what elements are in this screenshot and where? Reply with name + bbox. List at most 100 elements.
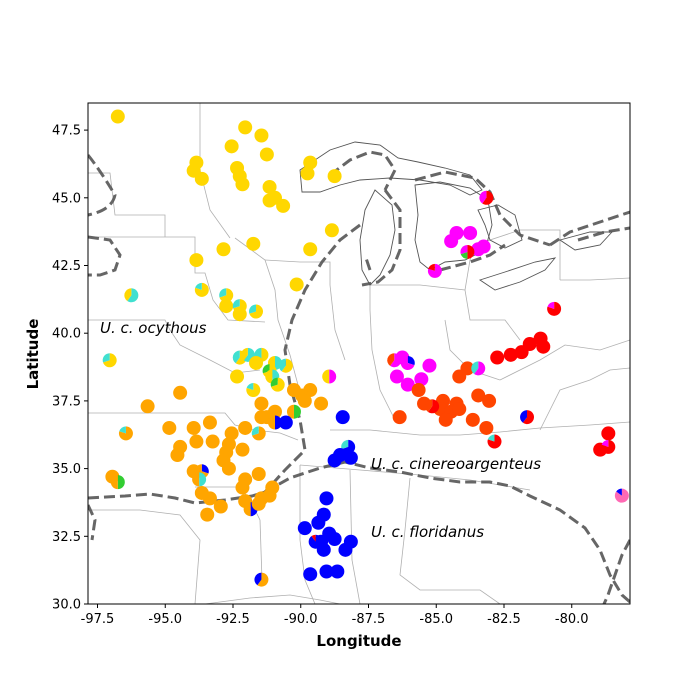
sample-pie — [303, 242, 318, 257]
pie-slice — [444, 234, 459, 249]
pie-slice — [251, 496, 266, 511]
pie-slice — [471, 242, 486, 257]
pie-slice — [303, 242, 318, 257]
pie-slice — [117, 475, 125, 490]
sample-pie — [186, 420, 201, 435]
x-tick-label: -92.5 — [216, 612, 250, 627]
pie-slice — [243, 502, 251, 517]
sample-pie — [601, 439, 616, 454]
label-ocythous: U. c. ocythous — [100, 319, 207, 337]
pie-slice — [389, 369, 404, 384]
sample-pie — [238, 420, 253, 435]
sample-pie — [189, 434, 204, 449]
sample-pie — [520, 410, 535, 425]
pie-slice — [186, 420, 201, 435]
pie-slice — [219, 299, 234, 314]
pie-slice — [479, 420, 494, 435]
sample-pie — [194, 171, 209, 186]
sample-pie — [601, 426, 616, 441]
y-tick-label: 32.5 — [52, 530, 81, 545]
pie-slice — [514, 345, 529, 360]
sample-pie — [343, 450, 358, 465]
sample-pie — [303, 155, 318, 170]
x-tick-label: -95.0 — [148, 612, 182, 627]
pie-slice — [232, 307, 247, 322]
pie-slice — [238, 420, 253, 435]
pie-slice — [200, 507, 215, 522]
pie-slice — [452, 402, 467, 417]
y-axis: 30.0 32.5 35.0 37.5 40.0 42.5 45.0 47.5 … — [24, 124, 88, 613]
sample-pie — [335, 410, 350, 425]
pie-slice — [119, 426, 126, 434]
great-lakes — [299, 141, 614, 291]
pie-slice — [110, 109, 125, 124]
sample-pie — [235, 480, 250, 495]
pie-slice — [267, 415, 275, 430]
pie-slice — [189, 434, 204, 449]
pie-slice — [221, 461, 236, 476]
pie-slice — [240, 347, 248, 361]
pie-slice — [322, 369, 330, 384]
sample-pie — [235, 442, 250, 457]
pie-slice — [102, 353, 110, 363]
sample-pie — [205, 434, 220, 449]
pie-slice — [311, 534, 316, 542]
pie-slice — [490, 350, 505, 365]
sample-pie — [322, 369, 337, 384]
sample-pie — [140, 399, 155, 414]
pie-slice — [235, 480, 250, 495]
pie-slice — [249, 355, 264, 370]
sample-pie — [303, 567, 318, 582]
pie-slice — [194, 282, 209, 297]
sample-pie — [102, 353, 117, 368]
pie-slice — [503, 347, 518, 362]
sample-pie — [235, 177, 250, 192]
sample-pie — [452, 402, 467, 417]
pie-slice — [465, 412, 480, 427]
sample-pie — [427, 263, 442, 278]
pie-slice — [428, 263, 435, 271]
pie-slice — [251, 426, 259, 436]
sample-pie — [514, 345, 529, 360]
sample-pie — [327, 453, 342, 468]
pie-slice — [205, 434, 220, 449]
pie-slice — [110, 475, 118, 490]
pie-slice — [522, 410, 535, 425]
sample-pie — [471, 388, 486, 403]
pie-slice — [232, 299, 240, 309]
range-boundaries — [88, 150, 630, 604]
pie-slice — [327, 169, 342, 184]
sample-pie — [308, 534, 323, 549]
pie-slice — [238, 120, 253, 135]
pie-slice — [452, 369, 467, 384]
y-tick-label: 45.0 — [52, 191, 81, 206]
pie-slice — [249, 304, 264, 319]
pie-slice — [330, 564, 345, 579]
sample-pie — [254, 128, 269, 143]
y-tick-label: 47.5 — [52, 124, 81, 139]
pie-slice — [230, 369, 245, 384]
pie-slice — [216, 242, 231, 257]
pie-slice — [202, 491, 217, 506]
pie-slice — [246, 383, 261, 398]
pie-slice — [127, 288, 139, 303]
pie-slice — [224, 426, 239, 441]
sample-pie — [200, 507, 215, 522]
sample-pie — [262, 488, 277, 503]
pie-slice — [254, 396, 269, 411]
pie-slice — [251, 467, 266, 482]
sample-pie — [487, 434, 502, 449]
pie-slice — [471, 361, 479, 375]
sample-pie — [400, 377, 415, 392]
label-cinereoargenteus: U. c. cinereoargenteus — [371, 455, 541, 473]
sample-pie — [314, 396, 329, 411]
pie-slice — [252, 426, 266, 441]
pie-slice — [467, 244, 475, 259]
sample-pie — [124, 288, 139, 303]
pie-slice — [338, 542, 353, 557]
pie-slice — [259, 147, 274, 162]
pie-slice — [235, 442, 250, 457]
sample-pie — [286, 404, 301, 419]
pie-slice — [297, 521, 312, 536]
